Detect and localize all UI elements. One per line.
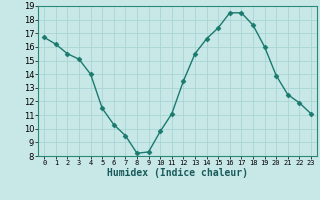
X-axis label: Humidex (Indice chaleur): Humidex (Indice chaleur) xyxy=(107,168,248,178)
